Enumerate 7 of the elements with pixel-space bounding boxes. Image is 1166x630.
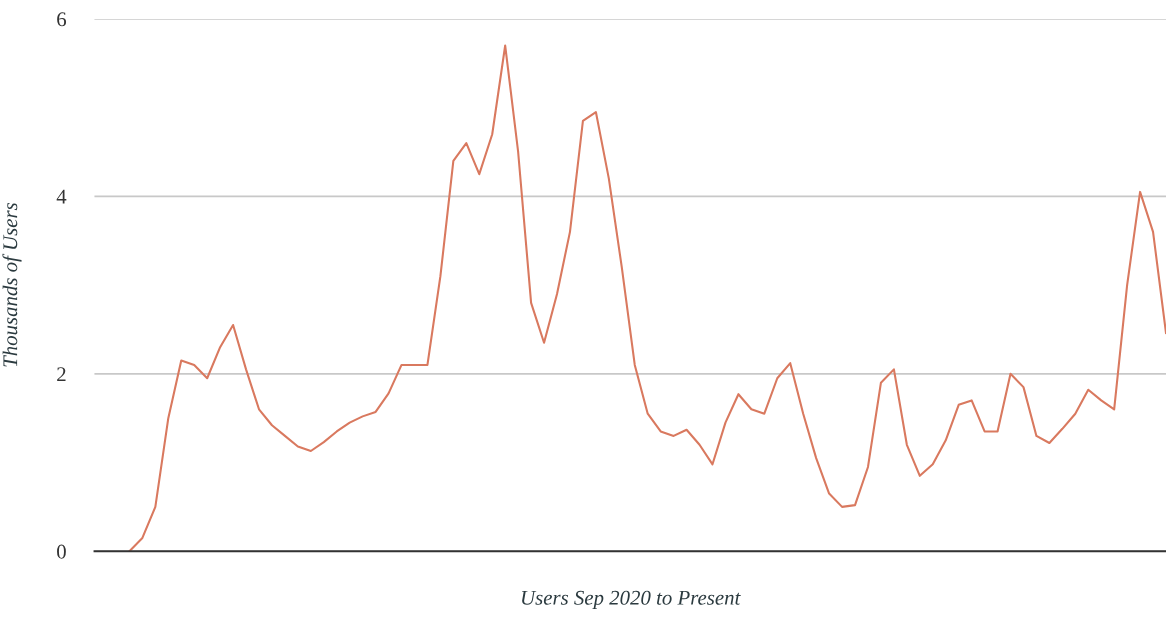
y-tick-label: 2 — [57, 367, 66, 382]
x-axis-title: Users Sep 2020 to Present — [522, 590, 741, 610]
y-tick-label: 4 — [56, 189, 67, 204]
y-tick-label: 6 — [57, 12, 67, 27]
y-tick-label: 0 — [57, 544, 66, 559]
y-axis-title: Thousands of Users — [2, 202, 22, 367]
line-series — [128, 44, 1166, 552]
